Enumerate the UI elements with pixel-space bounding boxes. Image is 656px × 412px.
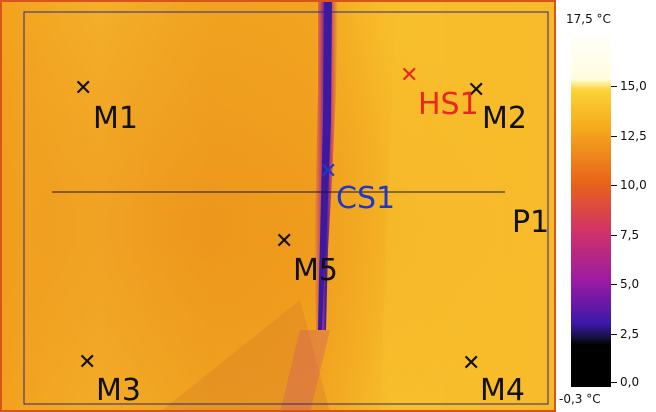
scale-tick-label: 0,0	[620, 375, 640, 389]
scale-max-label: 17,5 °C	[566, 12, 611, 26]
marker-m2-cross: ✕	[467, 78, 486, 103]
scale-tick	[611, 185, 617, 186]
scale-tick	[611, 382, 617, 383]
thermal-image-canvas	[0, 0, 556, 412]
scale-min-label: -0,3 °C	[559, 392, 601, 406]
scale-tick-label: 15,0	[620, 79, 647, 93]
temperature-scale: 17,5 °C 15,0 12,5 10,0 7,5 5,0 2,	[556, 0, 656, 412]
thermal-image: ✕ ✕ ✕ ✕ ✕ ✕ ✕ M1 HS1 M2 CS1 P1 M5 M3 M4	[0, 0, 556, 412]
marker-hs1-cross: ✕	[400, 63, 419, 88]
marker-hs1-label: HS1	[418, 87, 479, 122]
scale-tick	[611, 284, 617, 285]
scale-tick	[611, 136, 617, 137]
scale-tick-label: 5,0	[620, 277, 640, 291]
scale-tick-label: 12,5	[620, 129, 647, 143]
scale-tick-label: 7,5	[620, 228, 640, 242]
marker-cs1-cross: ✕	[319, 159, 338, 184]
marker-m5-label: M5	[293, 253, 338, 288]
marker-m4-cross: ✕	[462, 351, 481, 376]
marker-cs1-label: CS1	[336, 181, 396, 216]
marker-m2-label: M2	[482, 101, 527, 136]
scale-tick-label: 10,0	[620, 178, 647, 192]
scale-tick-label: 2,5	[620, 327, 640, 341]
color-bar	[571, 37, 611, 387]
scale-tick	[611, 86, 617, 87]
marker-m5-cross: ✕	[275, 229, 294, 254]
profile-p1-label: P1	[512, 205, 550, 240]
marker-m1-cross: ✕	[74, 76, 93, 101]
marker-m3-cross: ✕	[78, 350, 97, 375]
scale-tick	[611, 235, 617, 236]
marker-m1-label: M1	[93, 101, 138, 136]
marker-m3-label: M3	[96, 373, 141, 408]
scale-tick	[611, 334, 617, 335]
marker-m4-label: M4	[480, 373, 525, 408]
